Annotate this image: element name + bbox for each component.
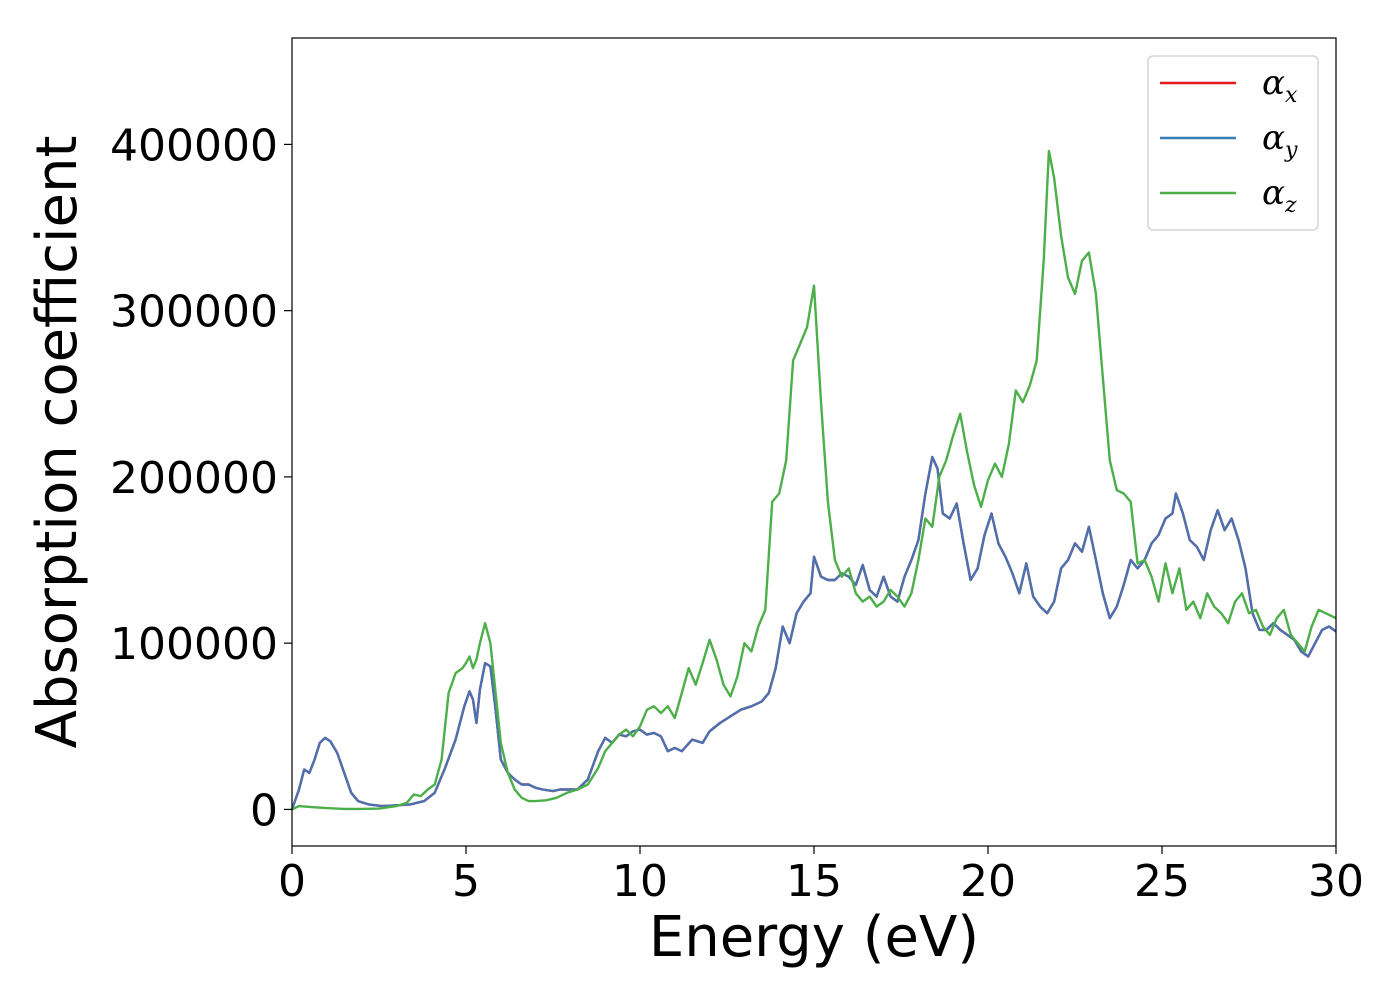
y-tick-label: 100000 — [110, 619, 278, 670]
x-tick-label: 20 — [960, 856, 1016, 907]
x-tick-label: 25 — [1134, 856, 1190, 907]
x-tick-label: 15 — [786, 856, 842, 907]
x-tick-label: 0 — [278, 856, 306, 907]
y-axis-ticks: 0 100000 200000 300000 400000 — [110, 120, 292, 836]
legend-box — [1147, 55, 1319, 231]
y-tick-label: 400000 — [110, 120, 278, 171]
legend-label-subscript: x — [1285, 83, 1298, 108]
series-line-2 — [290, 455, 1337, 810]
x-tick-label: 5 — [452, 856, 480, 907]
x-tick-label: 30 — [1308, 856, 1364, 907]
legend-label: αx — [1262, 63, 1298, 108]
x-tick-label: 10 — [612, 856, 668, 907]
y-tick-label: 0 — [250, 785, 278, 836]
y-axis-title: Absorption coefficient — [25, 136, 90, 749]
legend-label-base: α — [1262, 173, 1285, 213]
legend-label-subscript: y — [1284, 138, 1298, 163]
y-tick-label: 300000 — [110, 287, 278, 338]
legend-label: αz — [1262, 173, 1297, 218]
y-tick-label: 200000 — [110, 453, 278, 504]
x-axis-ticks: 0 5 10 15 20 25 30 — [278, 846, 1364, 907]
series-lines — [290, 149, 1337, 811]
legend-label-base: α — [1262, 118, 1285, 158]
x-axis-title: Energy (eV) — [649, 905, 979, 970]
legend-label-subscript: z — [1284, 193, 1297, 218]
legend-label: αy — [1262, 118, 1298, 163]
legend-label-base: α — [1262, 63, 1285, 103]
series-line-3 — [291, 149, 1337, 811]
